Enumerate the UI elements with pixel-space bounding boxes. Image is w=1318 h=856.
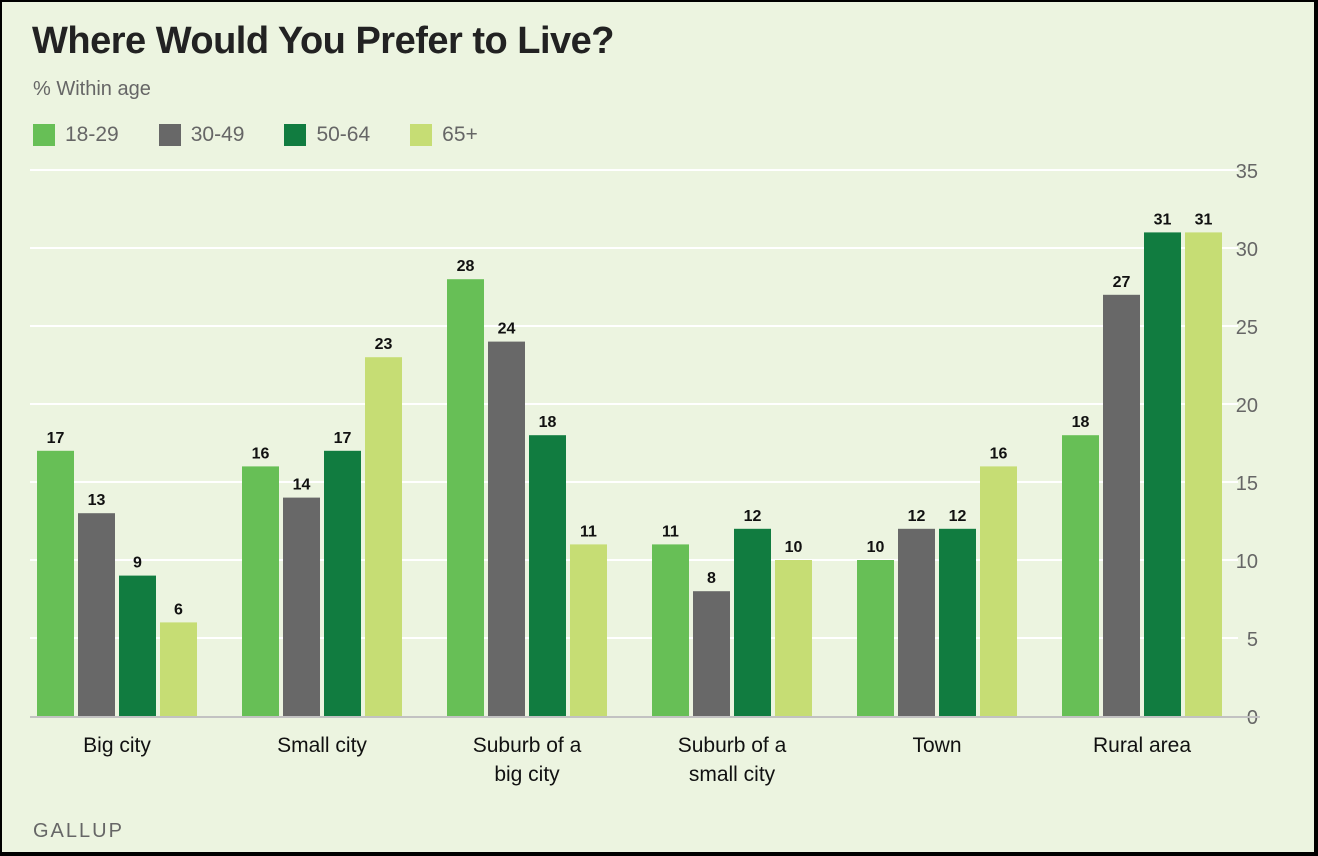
bar <box>693 591 730 716</box>
data-label: 31 <box>1195 211 1213 228</box>
legend-item-18-29: 18-29 <box>33 123 119 147</box>
data-label: 24 <box>498 321 516 338</box>
data-label: 6 <box>174 601 183 618</box>
chart-title: Where Would You Prefer to Live? <box>32 20 615 62</box>
data-label: 10 <box>785 539 803 556</box>
bar <box>37 450 74 716</box>
data-label: 18 <box>1072 414 1090 431</box>
data-label: 8 <box>707 570 716 587</box>
data-label: 16 <box>990 445 1008 462</box>
bar <box>365 357 402 716</box>
data-label: 31 <box>1154 211 1172 228</box>
data-label: 14 <box>293 477 311 494</box>
bar <box>324 450 361 716</box>
y-tick-label: 10 <box>1236 551 1258 573</box>
bar <box>447 279 484 716</box>
x-category-label: small city <box>689 763 776 786</box>
legend-label: 18-29 <box>65 123 119 146</box>
data-label: 28 <box>457 258 475 275</box>
data-label: 18 <box>539 414 557 431</box>
legend-swatch <box>284 124 307 146</box>
legend-swatch <box>33 124 55 146</box>
bar <box>570 544 607 716</box>
data-label: 13 <box>88 492 106 509</box>
chart-subtitle: % Within age <box>33 78 151 100</box>
x-category-label: Small city <box>277 734 367 757</box>
x-category-label: Suburb of a <box>473 734 582 757</box>
data-label: 17 <box>334 430 352 447</box>
x-category-label: Big city <box>83 734 151 757</box>
legend-item-65-plus: 65+ <box>410 123 478 147</box>
legend-label: 50-64 <box>316 123 371 146</box>
data-label: 12 <box>744 508 762 525</box>
data-label: 17 <box>47 430 65 447</box>
legend-label: 65+ <box>442 123 478 146</box>
bar <box>857 560 894 716</box>
bar <box>242 466 279 716</box>
x-category-label: big city <box>494 763 560 786</box>
legend: 18-29 30-49 50-64 65+ <box>33 123 518 147</box>
y-tick-label: 35 <box>1236 161 1258 183</box>
bar <box>488 341 525 716</box>
data-label: 11 <box>580 523 597 540</box>
bar <box>1062 435 1099 716</box>
bar <box>283 497 320 716</box>
data-label: 23 <box>375 336 393 353</box>
legend-label: 30-49 <box>190 123 245 146</box>
y-tick-label: 5 <box>1247 629 1258 651</box>
data-label: 10 <box>867 539 885 556</box>
bar <box>734 528 771 716</box>
x-category-label: Suburb of a <box>678 734 787 757</box>
data-label: 16 <box>252 445 270 462</box>
y-tick-label: 30 <box>1236 239 1258 261</box>
data-label: 27 <box>1113 274 1131 291</box>
bar <box>939 528 976 716</box>
bar <box>1103 294 1140 716</box>
x-category-label: Rural area <box>1093 734 1191 757</box>
y-tick-label: 15 <box>1236 473 1258 495</box>
bar <box>980 466 1017 716</box>
y-tick-label: 25 <box>1236 317 1258 339</box>
bar <box>119 575 156 716</box>
source-logo-gallup: GALLUP <box>33 820 124 842</box>
data-label: 12 <box>908 508 926 525</box>
bar <box>78 513 115 716</box>
x-category-label: Town <box>912 734 961 757</box>
y-tick-label: 20 <box>1236 395 1258 417</box>
bar <box>529 435 566 716</box>
legend-item-50-64: 50-64 <box>284 123 370 147</box>
bar <box>652 544 689 716</box>
legend-item-30-49: 30-49 <box>158 123 245 147</box>
data-label: 9 <box>133 555 142 572</box>
bar <box>160 622 197 716</box>
bar <box>1144 232 1181 716</box>
legend-swatch <box>158 124 181 146</box>
bar <box>1185 232 1222 716</box>
bar <box>775 560 812 716</box>
data-label: 11 <box>662 523 679 540</box>
legend-swatch <box>410 124 433 146</box>
data-label: 12 <box>949 508 967 525</box>
bar <box>898 528 935 716</box>
